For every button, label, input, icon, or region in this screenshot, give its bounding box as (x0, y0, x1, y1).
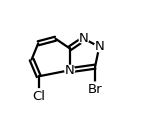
Text: Cl: Cl (32, 90, 45, 103)
Text: N: N (94, 40, 104, 53)
Text: Br: Br (88, 82, 102, 96)
Circle shape (88, 82, 102, 96)
Circle shape (65, 65, 75, 75)
Text: N: N (65, 64, 75, 77)
Text: N: N (79, 32, 89, 45)
Circle shape (79, 34, 89, 44)
Circle shape (94, 42, 104, 52)
Circle shape (31, 89, 46, 103)
